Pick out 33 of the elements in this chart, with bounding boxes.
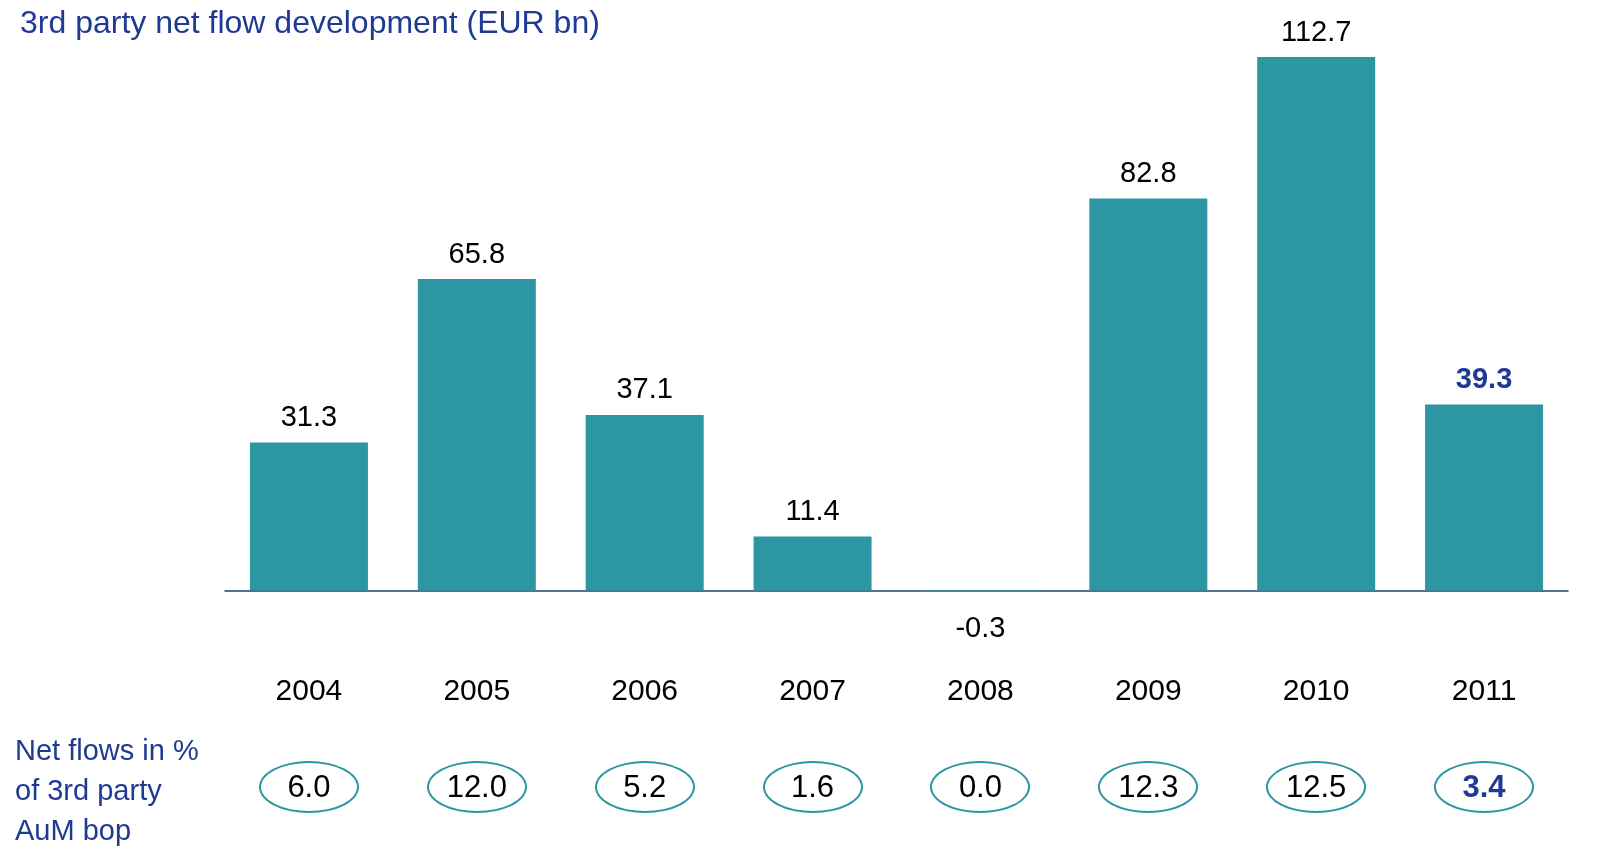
x-tick-label: 2010 <box>1282 672 1350 706</box>
text: 0.0 <box>930 761 1031 813</box>
x-tick-label: 2004 <box>275 672 343 706</box>
text: 1.6 <box>762 761 863 813</box>
x-tick-label: 2006 <box>611 672 679 706</box>
bar <box>417 279 536 591</box>
x-tick-label: 2011 <box>1451 672 1517 706</box>
text: 5.2 <box>594 761 695 813</box>
text: 12.3 <box>1098 761 1199 813</box>
data-label: 37.1 <box>616 372 673 405</box>
data-label: 31.3 <box>280 399 338 432</box>
chart-title: 3rd party net flow development (EUR bn) <box>20 4 600 41</box>
text: 6.0 <box>258 761 359 813</box>
x-tick-label: 2007 <box>779 672 846 706</box>
text: Net flows in % of 3rd party AuM bop <box>15 733 200 848</box>
data-label: -0.3 <box>955 610 1006 643</box>
data-label: 82.8 <box>1120 156 1177 189</box>
x-tick-label: 2009 <box>1114 672 1182 706</box>
data-label: 11.4 <box>785 494 840 527</box>
bar <box>1089 198 1208 591</box>
data-label: 65.8 <box>448 236 506 269</box>
data-label: 112.7 <box>1280 14 1352 47</box>
text: 3.4 <box>1434 761 1535 813</box>
bar <box>585 414 704 591</box>
x-tick-label: 2005 <box>443 672 511 706</box>
data-label: 39.3 <box>1455 362 1513 395</box>
text: 12.5 <box>1266 761 1367 813</box>
bar <box>753 536 872 591</box>
bar <box>1425 404 1544 591</box>
bar <box>1257 57 1376 591</box>
x-tick-label: 2008 <box>947 672 1014 706</box>
text: 12.0 <box>426 761 527 813</box>
bar <box>249 442 368 591</box>
